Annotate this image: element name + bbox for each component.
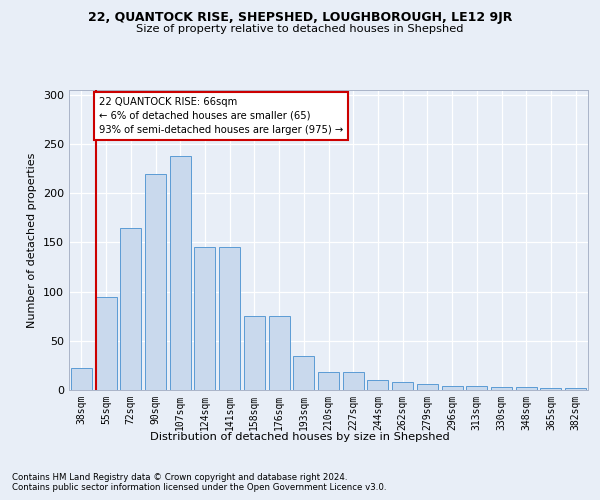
Text: Size of property relative to detached houses in Shepshed: Size of property relative to detached ho… <box>136 24 464 34</box>
Bar <box>293 356 314 390</box>
Bar <box>145 174 166 390</box>
Bar <box>95 296 116 390</box>
Bar <box>120 228 141 390</box>
Bar <box>71 368 92 390</box>
Bar <box>491 387 512 390</box>
Bar <box>541 388 562 390</box>
Text: Contains HM Land Registry data © Crown copyright and database right 2024.: Contains HM Land Registry data © Crown c… <box>12 472 347 482</box>
Bar <box>244 316 265 390</box>
Bar <box>219 248 240 390</box>
Bar <box>442 386 463 390</box>
Text: Distribution of detached houses by size in Shepshed: Distribution of detached houses by size … <box>150 432 450 442</box>
Bar <box>343 372 364 390</box>
Bar <box>466 386 487 390</box>
Text: 22 QUANTOCK RISE: 66sqm
← 6% of detached houses are smaller (65)
93% of semi-det: 22 QUANTOCK RISE: 66sqm ← 6% of detached… <box>98 97 343 135</box>
Bar <box>318 372 339 390</box>
Bar <box>565 388 586 390</box>
Y-axis label: Number of detached properties: Number of detached properties <box>28 152 37 328</box>
Bar <box>170 156 191 390</box>
Bar <box>194 248 215 390</box>
Bar <box>392 382 413 390</box>
Text: Contains public sector information licensed under the Open Government Licence v3: Contains public sector information licen… <box>12 484 386 492</box>
Bar <box>516 387 537 390</box>
Bar <box>269 316 290 390</box>
Bar <box>367 380 388 390</box>
Text: 22, QUANTOCK RISE, SHEPSHED, LOUGHBOROUGH, LE12 9JR: 22, QUANTOCK RISE, SHEPSHED, LOUGHBOROUG… <box>88 11 512 24</box>
Bar <box>417 384 438 390</box>
